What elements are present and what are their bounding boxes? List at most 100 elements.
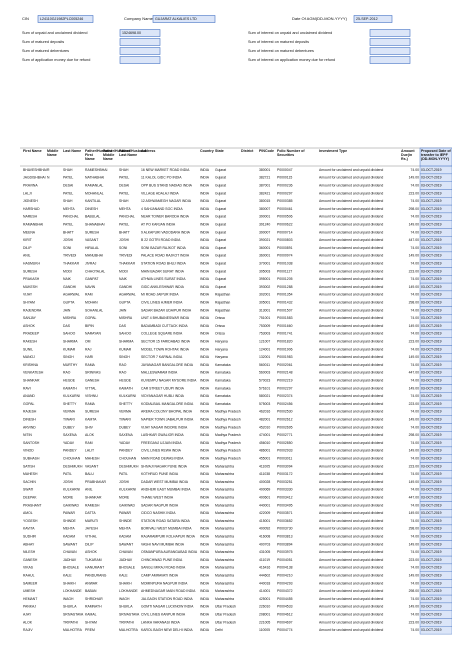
table-cell: 03-OCT-2019 bbox=[421, 480, 442, 484]
table-cell: 03-OCT-2019 bbox=[421, 176, 442, 180]
input-box bbox=[369, 29, 411, 37]
table-cell: DILIP bbox=[85, 542, 94, 546]
table-cell: 03-OCT-2019 bbox=[421, 410, 442, 414]
table-cell: INDIA bbox=[200, 558, 210, 562]
agm-label: Date Of AGM(DD-MON-YYYY) bbox=[292, 16, 348, 21]
table-cell: RAMNATH bbox=[85, 605, 102, 609]
table-cell: Amount for unclaimed and unpaid dividend bbox=[319, 285, 383, 289]
table-cell: MUKESH bbox=[23, 285, 38, 289]
table-cell: SECTOR 15 FARIDABAD INDIA bbox=[141, 339, 191, 343]
table-cell: P0003251 bbox=[277, 480, 293, 484]
table-cell: SANJAY bbox=[23, 316, 37, 320]
table-cell: 226010 bbox=[259, 605, 270, 609]
table-cell: RAO bbox=[119, 363, 127, 367]
table-cell: GANPAT bbox=[85, 277, 98, 281]
table-cell: SHINDE bbox=[119, 519, 133, 523]
table-cell: SURESH bbox=[85, 230, 100, 234]
sum-label: Sum of interest on matured debentures bbox=[248, 49, 314, 53]
input-box bbox=[369, 47, 411, 55]
table-cell: VITTAL bbox=[85, 386, 96, 390]
table-cell: LALJI bbox=[23, 191, 32, 195]
table-cell: 149.00 bbox=[409, 480, 419, 484]
table-cell: Amount for unclaimed and unpaid dividend bbox=[319, 597, 383, 601]
table-cell: INDIA bbox=[200, 386, 210, 390]
table-cell: SADAR NAGPUR INDIA bbox=[141, 503, 179, 507]
table-cell: MEHTA bbox=[63, 207, 75, 211]
table-cell: Delhi bbox=[215, 628, 223, 632]
table-cell: NAPIER TOWN JABALPUR INDIA bbox=[141, 417, 194, 421]
table-cell: 03-OCT-2019 bbox=[421, 238, 442, 242]
table-cell: THAKKAR bbox=[63, 261, 80, 265]
table-cell: 416008 bbox=[259, 534, 270, 538]
table-cell: Amount for unclaimed and unpaid dividend bbox=[319, 293, 383, 297]
table-cell: CHOUHAN bbox=[119, 456, 137, 460]
table-cell: 03-OCT-2019 bbox=[421, 386, 442, 390]
table-cell: 576101 bbox=[259, 386, 270, 390]
table-cell: INDIA bbox=[200, 285, 210, 289]
table-cell: INDIA bbox=[200, 269, 210, 273]
table-cell: SURESH bbox=[85, 410, 100, 414]
table-cell: FREEGANJ UJJAIN INDIA bbox=[141, 441, 182, 445]
table-cell: KODIALBAIL MANGALORE INDIA bbox=[141, 402, 194, 406]
table-cell: INDIA bbox=[200, 308, 210, 312]
table-cell: N bbox=[47, 176, 50, 180]
table-cell: INDIA bbox=[200, 378, 210, 382]
table-cell: INDIA bbox=[200, 573, 210, 577]
sum-label: Sum of interest on application money due… bbox=[248, 58, 335, 62]
table-cell: RAJESH bbox=[23, 410, 37, 414]
table-cell: BHATT bbox=[119, 230, 130, 234]
table-cell: TRIPATHI bbox=[119, 620, 134, 624]
table-cell: 580021 bbox=[259, 394, 270, 398]
table-cell: GANESH bbox=[85, 378, 100, 382]
table-cell: INDIA bbox=[200, 363, 210, 367]
input-box bbox=[37, 15, 94, 23]
table-cell: P0000506 bbox=[277, 215, 293, 219]
table-cell: Uttar Pradesh bbox=[215, 620, 236, 624]
table-cell: VISHNU bbox=[85, 394, 98, 398]
table-cell: Madhya Pradesh bbox=[215, 456, 241, 460]
table-cell: RAMESHBHAI bbox=[85, 168, 107, 172]
table-cell: INDIA bbox=[200, 612, 210, 616]
table-cell: SONI bbox=[119, 246, 127, 250]
table-cell: Rajasthan bbox=[215, 300, 230, 304]
table-cell: BALU bbox=[85, 472, 94, 476]
column-header: Investment Type bbox=[319, 149, 347, 153]
table-cell: LANKA VARANASI INDIA bbox=[141, 620, 180, 624]
table-cell: 400703 bbox=[259, 542, 270, 546]
table-cell: RAJ bbox=[85, 347, 92, 351]
table-cell: Amount for unclaimed and unpaid dividend bbox=[319, 277, 383, 281]
table-cell: P0001906 bbox=[277, 347, 293, 351]
table-cell: 313001 bbox=[259, 308, 270, 312]
table-cell: GAIKWAD bbox=[119, 503, 135, 507]
table-cell: JIGNESH bbox=[23, 199, 38, 203]
table-cell: 9 ALKAPURI VADODARA INDIA bbox=[141, 230, 191, 234]
table-cell: 416416 bbox=[259, 566, 270, 570]
table-cell: Amount for unclaimed and unpaid dividend bbox=[319, 417, 383, 421]
table-cell: 223.00 bbox=[409, 558, 419, 562]
table-cell: NEAR TOWER BARODA INDIA bbox=[141, 215, 190, 219]
table-cell: Amount for unclaimed and unpaid dividend bbox=[319, 605, 383, 609]
table-cell: P0004051 bbox=[277, 558, 293, 562]
table-cell: SADAR BAZAR UDAIPUR INDIA bbox=[141, 308, 192, 312]
table-cell: P0002456 bbox=[277, 402, 293, 406]
table-cell: Maharashtra bbox=[215, 542, 234, 546]
table-cell: P0004533 bbox=[277, 605, 293, 609]
table-cell: INDIA bbox=[200, 402, 210, 406]
table-cell: RAM bbox=[85, 293, 93, 297]
table-cell: P0001820 bbox=[277, 339, 293, 343]
table-cell: 03-OCT-2019 bbox=[421, 589, 442, 593]
table-cell: P0003652 bbox=[277, 519, 293, 523]
table-cell: KIRIT bbox=[23, 238, 32, 242]
table-cell: 422009 bbox=[259, 511, 270, 515]
table-cell: MISHRA bbox=[63, 316, 77, 320]
table-cell: 03-OCT-2019 bbox=[421, 230, 442, 234]
table-cell: Orissa bbox=[215, 324, 225, 328]
table-cell: INDIA bbox=[200, 339, 210, 343]
table-cell: 74.00 bbox=[411, 410, 420, 414]
column-header: First Name bbox=[23, 149, 42, 153]
table-cell: ARERA COLONY BHOPAL INDIA bbox=[141, 410, 193, 414]
table-cell: Amount for unclaimed and unpaid dividend bbox=[319, 371, 383, 375]
table-cell: UMESH bbox=[23, 589, 36, 593]
table-cell: 03-OCT-2019 bbox=[421, 261, 442, 265]
table-cell: P0004210 bbox=[277, 573, 293, 577]
